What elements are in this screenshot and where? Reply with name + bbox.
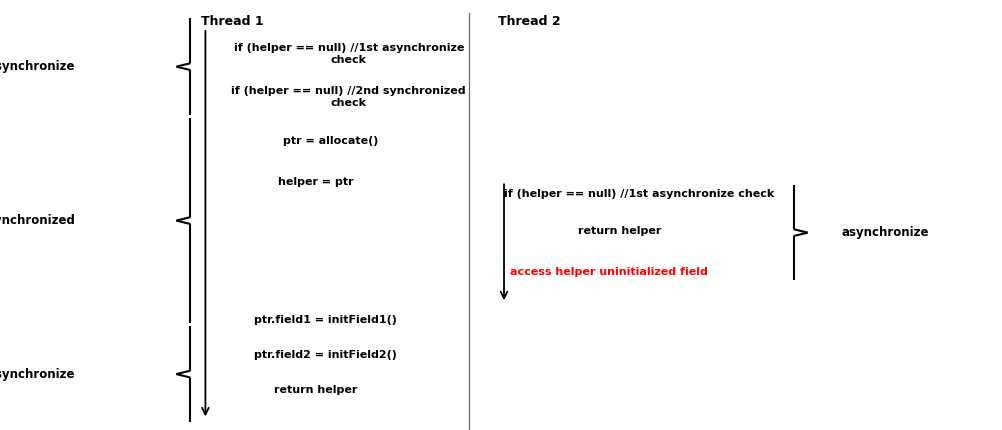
Text: ptr.field1 = initField1(): ptr.field1 = initField1() [255,315,397,326]
Text: Thread 1: Thread 1 [201,15,264,28]
Text: asynchronize: asynchronize [842,226,929,239]
Text: access helper uninitialized field: access helper uninitialized field [510,267,708,277]
Text: if (helper == null) //1st asynchronize check: if (helper == null) //1st asynchronize c… [504,189,775,200]
Text: return helper: return helper [577,226,661,237]
Text: if (helper == null) //1st asynchronize
check: if (helper == null) //1st asynchronize c… [233,43,464,64]
Text: helper = ptr: helper = ptr [278,177,354,187]
Text: ptr.field2 = initField2(): ptr.field2 = initField2() [255,350,397,360]
Text: Thread 2: Thread 2 [498,15,560,28]
Text: asynchronize: asynchronize [0,60,75,73]
Text: return helper: return helper [274,385,358,395]
Text: asynchronize: asynchronize [0,368,75,381]
Text: synchronized: synchronized [0,214,75,227]
Text: if (helper == null) //2nd synchronized
check: if (helper == null) //2nd synchronized c… [231,86,466,108]
Text: ptr = allocate(): ptr = allocate() [283,136,379,146]
